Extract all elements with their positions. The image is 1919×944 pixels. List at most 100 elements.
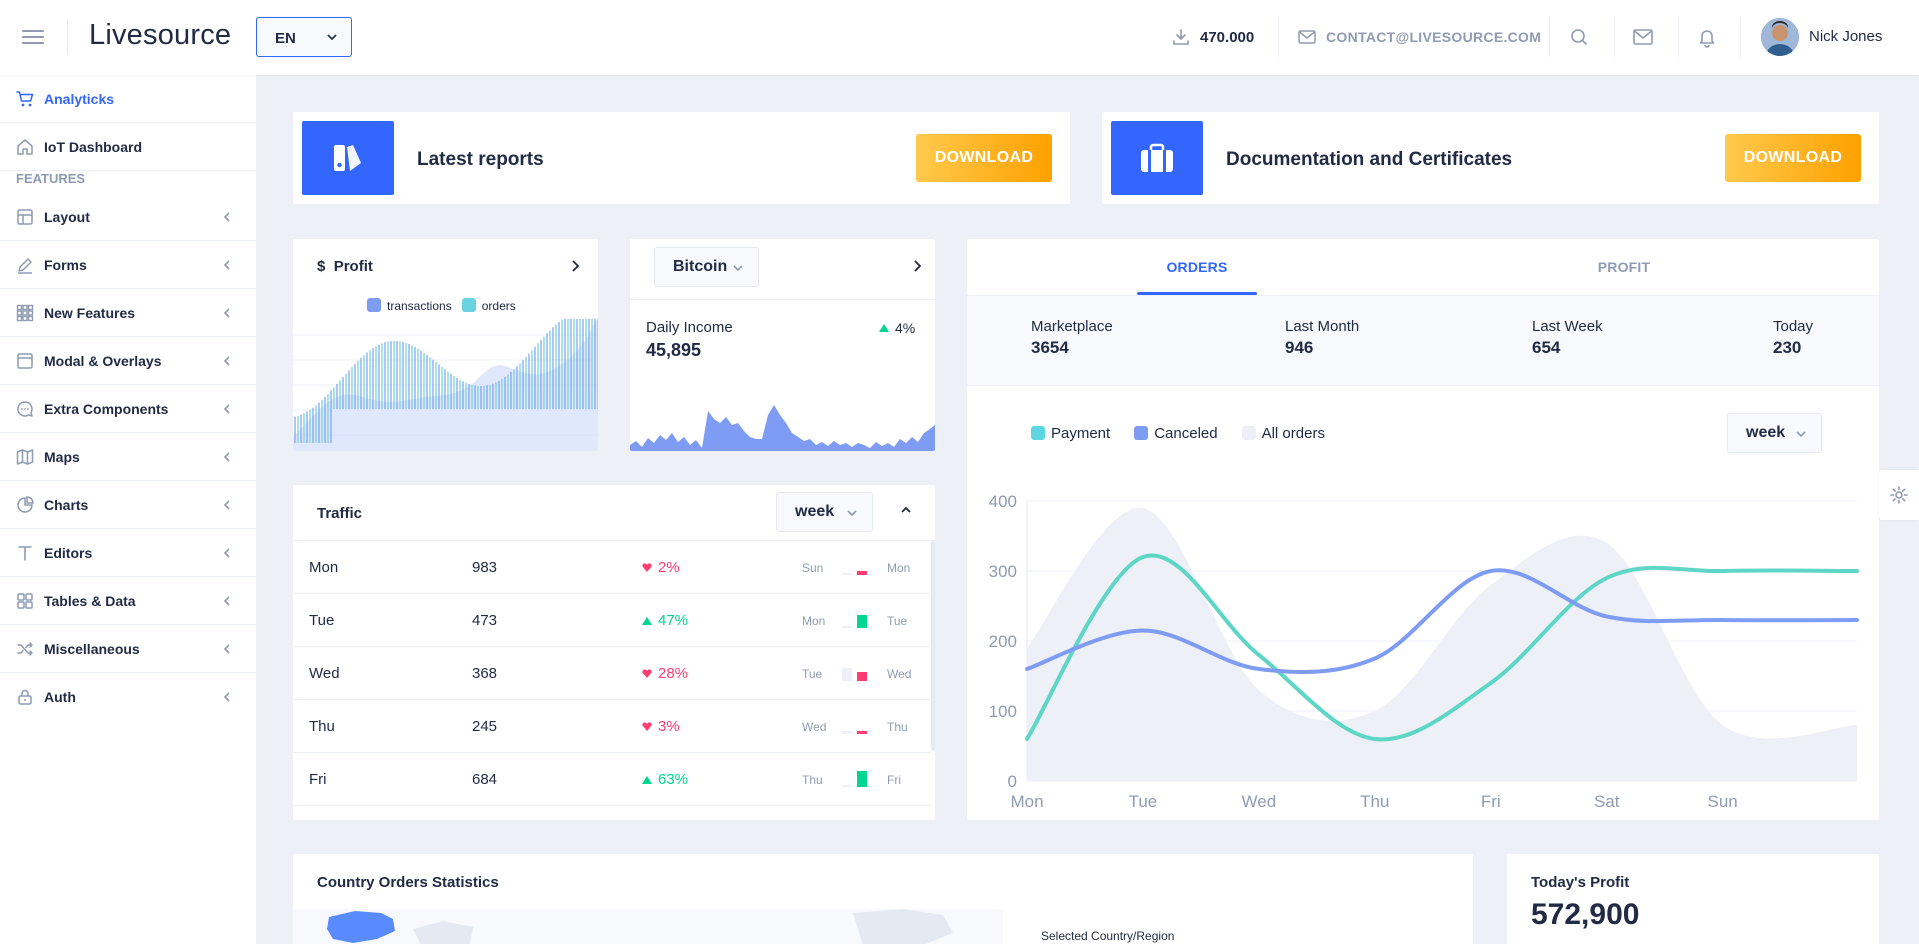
orders-period-select[interactable]: week bbox=[1727, 413, 1822, 453]
chevron-left-icon bbox=[223, 452, 230, 462]
sidebar-item-forms[interactable]: Forms bbox=[0, 241, 256, 289]
prev-bar bbox=[842, 668, 852, 681]
download-icon bbox=[1173, 29, 1189, 45]
tab-orders[interactable]: ORDERS bbox=[1166, 259, 1228, 275]
sidebar-item-auth[interactable]: Auth bbox=[0, 673, 256, 721]
sidebar-item-new-features[interactable]: New Features bbox=[0, 289, 256, 337]
shopping-cart-icon bbox=[16, 90, 34, 106]
traffic-delta: 2% bbox=[642, 559, 680, 576]
latest-reports-card: Latest reports DOWNLOAD bbox=[292, 111, 1071, 205]
tab-profit[interactable]: PROFIT bbox=[1597, 259, 1651, 275]
menu-toggle-icon[interactable] bbox=[20, 26, 46, 48]
traffic-day: Mon bbox=[309, 559, 339, 576]
user-name[interactable]: Nick Jones bbox=[1809, 28, 1883, 45]
briefcase-icon bbox=[1141, 143, 1173, 172]
sidebar-item-extra-components[interactable]: Extra Components bbox=[0, 385, 256, 433]
card-divider bbox=[293, 540, 935, 541]
heart-down-icon bbox=[642, 669, 652, 678]
text-icon bbox=[18, 545, 32, 561]
legend-item: All orders bbox=[1241, 425, 1325, 442]
sidebar-item-maps[interactable]: Maps bbox=[0, 433, 256, 481]
table-row[interactable]: Tue 473 47% Mon Tue bbox=[293, 594, 931, 647]
traffic-cur-day: Mon bbox=[887, 561, 911, 575]
today-profit-value: 572,900 bbox=[1531, 898, 1640, 931]
card-divider bbox=[630, 299, 935, 300]
browser-icon bbox=[17, 352, 33, 369]
header-divider bbox=[67, 20, 68, 54]
series-line-payment bbox=[1025, 553, 1859, 742]
chevron-left-icon bbox=[223, 404, 230, 414]
sidebar-item-iot-dashboard[interactable]: IoT Dashboard bbox=[0, 123, 256, 171]
profit-legend: transactions orders bbox=[367, 298, 516, 313]
legend-item: transactions bbox=[367, 298, 452, 313]
orders-line-chart: 0 100 200 300 400 Mon Tue Wed Thu Fri Sat Sun bbox=[989, 492, 1859, 811]
prev-bar bbox=[842, 731, 852, 734]
traffic-value: 983 bbox=[472, 559, 498, 576]
y-tick-label: 100 bbox=[989, 702, 1017, 721]
table-row[interactable]: Thu 245 3% Wed Thu bbox=[293, 700, 931, 753]
brand-logo[interactable]: Livesource bbox=[89, 19, 232, 51]
table-row[interactable]: Wed 368 28% Tue Wed bbox=[293, 647, 931, 700]
download-button[interactable]: DOWNLOAD bbox=[916, 134, 1052, 182]
x-tick-label: Fri bbox=[1481, 792, 1501, 811]
orders-card: ORDERS PROFIT Marketplace 3654 Last Month… bbox=[966, 238, 1880, 821]
chevron-right-icon[interactable] bbox=[911, 259, 923, 273]
user-avatar[interactable] bbox=[1761, 18, 1799, 56]
edit-icon bbox=[18, 257, 32, 274]
sidebar-item-label: Maps bbox=[44, 448, 80, 465]
today-profit-label: Today's Profit bbox=[1531, 874, 1630, 891]
download-counter[interactable]: 470.000 bbox=[1172, 22, 1254, 52]
pie-chart-icon bbox=[334, 145, 361, 171]
report-icon-tile bbox=[1111, 121, 1203, 195]
orders-legend: Payment Canceled All orders bbox=[1031, 425, 1325, 442]
chevron-up-icon[interactable] bbox=[900, 504, 912, 516]
map-icon bbox=[16, 448, 34, 465]
language-select[interactable]: EN bbox=[256, 17, 352, 57]
sidebar-item-label: Analyticks bbox=[44, 90, 115, 107]
profit-bar-chart bbox=[293, 319, 598, 451]
mail-icon[interactable] bbox=[1632, 26, 1654, 48]
traffic-period-select[interactable]: week bbox=[776, 492, 873, 532]
chevron-right-icon[interactable] bbox=[569, 259, 581, 273]
sidebar-item-tables-data[interactable]: Tables & Data bbox=[0, 577, 256, 625]
x-tick-label: Thu bbox=[1360, 792, 1389, 811]
card-title: Documentation and Certificates bbox=[1226, 149, 1513, 170]
sidebar-item-miscellaneous[interactable]: Miscellaneous bbox=[0, 625, 256, 673]
search-icon[interactable] bbox=[1568, 26, 1590, 48]
shuffle-icon bbox=[17, 641, 33, 656]
traffic-delta: 47% bbox=[642, 612, 688, 629]
world-map[interactable] bbox=[293, 909, 1003, 944]
traffic-day: Wed bbox=[309, 665, 340, 682]
prev-bar bbox=[842, 626, 852, 628]
sidebar-item-editors[interactable]: Editors bbox=[0, 529, 256, 577]
sidebar-item-analyticks[interactable]: Analyticks bbox=[0, 75, 256, 123]
arrow-up-icon bbox=[879, 324, 889, 332]
language-value: EN bbox=[275, 30, 296, 47]
contact-link[interactable]: CONTACT@LIVESOURCE.COM bbox=[1298, 22, 1541, 52]
table-row[interactable]: Fri 684 63% Thu Fri bbox=[293, 753, 931, 806]
traffic-prev-day: Wed bbox=[802, 720, 827, 734]
currency-select[interactable]: Bitcoin bbox=[654, 247, 759, 287]
sidebar-item-layout[interactable]: Layout bbox=[0, 193, 256, 241]
order-stats: Marketplace 3654 Last Month 946 Last Week 6… bbox=[967, 296, 1879, 386]
bitcoin-card: Bitcoin Daily Income 45,895 4% bbox=[629, 238, 936, 452]
home-icon bbox=[17, 138, 33, 155]
income-area-chart bbox=[630, 405, 935, 451]
country-orders-card: Country Orders Statistics Selected Count… bbox=[292, 853, 1474, 944]
traffic-delta: 3% bbox=[642, 718, 680, 735]
bell-icon[interactable] bbox=[1696, 26, 1718, 48]
scrollbar[interactable] bbox=[931, 541, 935, 751]
settings-toggle[interactable] bbox=[1879, 470, 1919, 520]
report-icon-tile bbox=[302, 121, 394, 195]
traffic-cur-day: Wed bbox=[887, 667, 912, 681]
traffic-prev-day: Mon bbox=[802, 614, 826, 628]
prev-bar bbox=[842, 573, 852, 575]
table-row[interactable]: Mon 983 2% Sun Mon bbox=[293, 541, 931, 594]
traffic-cur-day: Tue bbox=[887, 614, 908, 628]
download-button[interactable]: DOWNLOAD bbox=[1725, 134, 1861, 182]
sidebar-item-charts[interactable]: Charts bbox=[0, 481, 256, 529]
sidebar-item-modal-overlays[interactable]: Modal & Overlays bbox=[0, 337, 256, 385]
sidebar-item-label: Auth bbox=[44, 689, 76, 705]
currency-value: Bitcoin bbox=[673, 258, 728, 275]
header-divider bbox=[1278, 17, 1279, 57]
